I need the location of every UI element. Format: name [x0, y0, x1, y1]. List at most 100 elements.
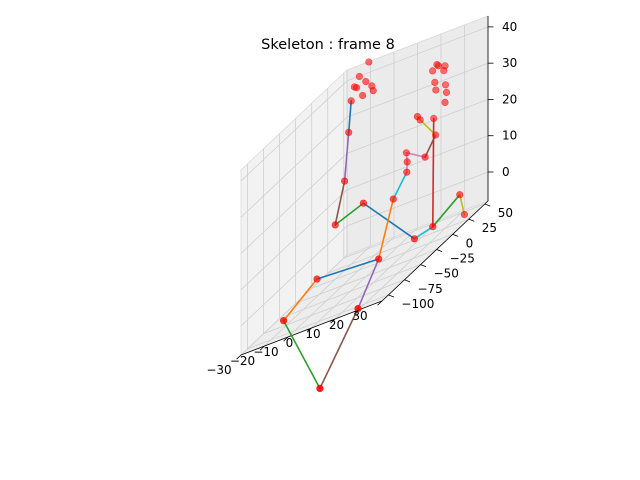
- joint-marker: [359, 199, 368, 207]
- bone: [392, 171, 408, 200]
- tick-label: 40: [502, 20, 517, 34]
- bone: [357, 258, 380, 310]
- joint-marker: [434, 62, 443, 70]
- joint-marker: [347, 97, 355, 105]
- joint-marker: [442, 88, 451, 96]
- grid-line-y: [311, 103, 453, 289]
- bone: [431, 193, 461, 228]
- joint-marker: [430, 114, 438, 122]
- grid-line-x: [311, 43, 418, 329]
- y-tick: [468, 218, 475, 222]
- chart-title: Skeleton : frame 8: [261, 37, 395, 53]
- bone: [334, 180, 346, 226]
- joint-marker: [421, 153, 429, 161]
- x-tick: [259, 345, 265, 351]
- joint-marker: [355, 72, 364, 81]
- grid-line-x: [334, 34, 442, 320]
- tick-label: 30: [352, 309, 367, 323]
- joint-marker: [345, 128, 353, 136]
- grid-line-y: [295, 118, 437, 305]
- joint-marker: [354, 305, 362, 313]
- grid-line-y: [246, 163, 389, 350]
- tick-label: 10: [305, 327, 320, 341]
- bone: [343, 131, 350, 182]
- bone: [377, 198, 395, 260]
- bone: [334, 202, 365, 226]
- tick-label: 20: [502, 92, 517, 106]
- skeleton-joints: [280, 58, 469, 393]
- joint-marker: [341, 177, 349, 185]
- bone: [282, 278, 318, 322]
- tick-label: −10: [253, 345, 278, 359]
- x-tick: [330, 318, 336, 324]
- joint-marker: [431, 78, 439, 86]
- joint-marker: [369, 87, 377, 95]
- grid-line-z: [240, 171, 489, 327]
- joint-marker: [410, 235, 419, 243]
- grid-line-x: [287, 52, 395, 338]
- joint-marker: [331, 221, 339, 229]
- bone: [413, 225, 434, 240]
- joint-marker: [440, 66, 448, 75]
- tick-label: 30: [502, 56, 517, 70]
- joint-marker: [460, 211, 469, 219]
- bone: [362, 202, 416, 240]
- joint-marker: [365, 58, 373, 66]
- joint-marker: [389, 195, 397, 203]
- tick-label: 0: [286, 336, 294, 350]
- axis-ticks: −30−20−100102030−100−75−50−2502550010203…: [206, 20, 517, 377]
- x-tick: [377, 300, 383, 306]
- joint-marker: [432, 131, 440, 139]
- grid-line-z: [240, 135, 489, 290]
- joint-marker: [316, 384, 324, 393]
- tick-label: −30: [206, 363, 231, 377]
- bone: [282, 319, 321, 390]
- tick-label: −20: [230, 354, 255, 368]
- grid-line-z: [240, 62, 489, 218]
- joint-marker: [280, 317, 288, 325]
- x-tick: [236, 354, 242, 360]
- joint-marker: [441, 98, 449, 106]
- grid-line-y: [263, 148, 405, 335]
- joint-marker: [432, 86, 440, 94]
- grid-line-x: [264, 61, 371, 347]
- joint-marker: [313, 275, 321, 283]
- joint-marker: [429, 223, 437, 231]
- y-tick: [484, 203, 491, 207]
- bone: [347, 100, 353, 134]
- bone: [319, 307, 359, 390]
- y-tick: [452, 233, 459, 237]
- grid-line-x: [358, 25, 465, 311]
- joint-marker: [441, 81, 450, 89]
- joint-marker: [413, 112, 422, 121]
- tick-label: 0: [502, 165, 510, 179]
- grid-line-z: [240, 26, 489, 182]
- joint-marker: [403, 158, 411, 166]
- bone: [316, 258, 380, 280]
- tick-label: 50: [498, 206, 513, 220]
- grid-line-y: [327, 88, 469, 274]
- joint-marker: [375, 255, 383, 263]
- x-tick: [306, 327, 312, 333]
- y-tick: [388, 294, 395, 298]
- grid-line-y: [279, 133, 421, 320]
- joint-marker: [403, 168, 411, 176]
- x-tick: [353, 309, 359, 315]
- tick-label: −75: [417, 282, 442, 296]
- y-tick: [404, 279, 411, 283]
- tick-label: 10: [502, 129, 517, 143]
- tick-label: −100: [401, 297, 434, 311]
- joint-marker: [456, 191, 464, 199]
- y-tick: [436, 249, 443, 252]
- joint-marker: [362, 77, 370, 86]
- y-axis-line: [381, 200, 489, 302]
- joint-marker: [359, 91, 367, 100]
- y-tick: [420, 264, 427, 268]
- tick-label: 25: [482, 221, 497, 235]
- joint-marker: [402, 149, 411, 157]
- joint-marker: [350, 83, 359, 91]
- tick-label: 20: [329, 318, 344, 332]
- tick-label: 0: [466, 236, 474, 250]
- tick-label: −25: [450, 251, 475, 265]
